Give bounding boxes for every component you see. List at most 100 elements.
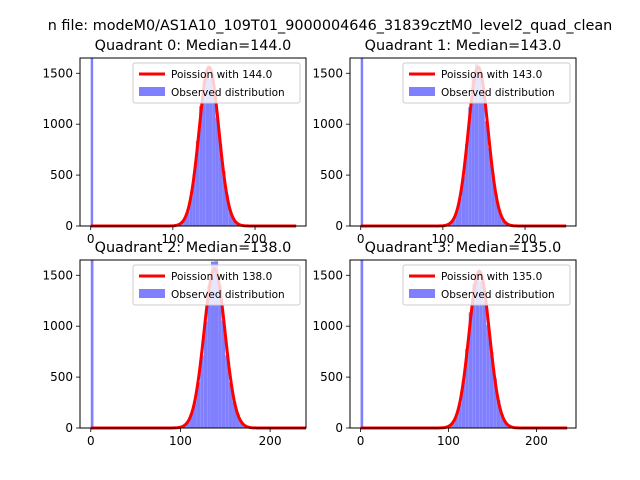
subplot-title: Quadrant 1: Median=143.0 bbox=[365, 38, 562, 54]
histogram-bar bbox=[475, 273, 480, 428]
histogram-bar bbox=[200, 355, 204, 428]
x-tick-label: 200 bbox=[525, 434, 548, 448]
legend-label-observed: Observed distribution bbox=[441, 87, 555, 99]
y-tick-label: 1000 bbox=[42, 319, 73, 333]
legend-label-poisson: Poission with 138.0 bbox=[171, 271, 272, 283]
histogram-bar bbox=[185, 421, 190, 428]
y-tick-label: 0 bbox=[335, 219, 343, 233]
y-tick-label: 1500 bbox=[42, 268, 73, 282]
histogram-bar bbox=[481, 94, 485, 226]
histogram-bar bbox=[239, 421, 244, 428]
histogram-bar bbox=[451, 219, 456, 226]
histogram-bar bbox=[232, 401, 237, 428]
histogram-bar bbox=[461, 176, 466, 226]
histogram-bar bbox=[222, 171, 226, 226]
histogram-bar bbox=[186, 211, 190, 226]
histogram-bar bbox=[458, 198, 462, 226]
legend: Poission with 144.0 Observed distribution bbox=[132, 62, 301, 104]
histogram-bar bbox=[468, 312, 473, 428]
legend-label-observed: Observed distribution bbox=[441, 289, 555, 301]
legend: Poission with 135.0 Observed distribution bbox=[402, 264, 571, 306]
y-tick-label: 0 bbox=[65, 219, 73, 233]
histogram-spike-bar bbox=[360, 58, 364, 226]
histogram-bar bbox=[472, 283, 476, 428]
histogram-bar bbox=[215, 117, 219, 226]
histogram-bar bbox=[236, 414, 240, 428]
x-tick-label: 200 bbox=[244, 232, 267, 246]
histogram-spike-bar bbox=[90, 260, 94, 428]
legend-label-observed: Observed distribution bbox=[171, 289, 285, 301]
histogram-bar bbox=[221, 320, 226, 428]
y-tick-label: 1500 bbox=[312, 66, 343, 80]
histogram-bar bbox=[192, 173, 196, 226]
y-tick-label: 1000 bbox=[42, 117, 73, 131]
legend-label-observed: Observed distribution bbox=[171, 87, 285, 99]
histogram-bar bbox=[494, 194, 498, 226]
histogram-bar bbox=[225, 194, 229, 226]
x-tick-label: 0 bbox=[87, 232, 95, 246]
histogram-bar bbox=[497, 209, 502, 226]
histogram-bar bbox=[209, 78, 213, 226]
subplot-quadrant-0: 0 100 200 0 500 1000 1500 Quadrant 0: Median=14… bbox=[42, 38, 307, 246]
y-tick-label: 1000 bbox=[312, 319, 343, 333]
histogram-bar bbox=[214, 261, 219, 428]
x-tick-label: 100 bbox=[169, 434, 192, 448]
histogram-bar bbox=[193, 401, 197, 428]
y-tick-label: 1500 bbox=[312, 268, 343, 282]
histogram-bar bbox=[232, 219, 236, 226]
histogram-bar bbox=[225, 355, 229, 428]
x-tick-label: 0 bbox=[357, 434, 365, 448]
y-tick-label: 500 bbox=[50, 370, 73, 384]
histogram-bar bbox=[468, 106, 472, 226]
histogram-bar bbox=[465, 348, 469, 428]
x-tick-label: 100 bbox=[437, 434, 460, 448]
histogram-bar bbox=[218, 143, 223, 226]
figure-title: n file: modeM0/AS1A10_109T01_9000004646_… bbox=[48, 18, 613, 34]
y-tick-label: 1500 bbox=[42, 66, 73, 80]
histogram-bar bbox=[203, 321, 208, 428]
histogram-bar bbox=[489, 352, 494, 428]
histogram-bar bbox=[503, 422, 508, 428]
legend-patch-swatch bbox=[139, 87, 165, 96]
x-tick-label: 200 bbox=[514, 232, 537, 246]
axes-frame bbox=[79, 57, 307, 227]
histogram-bar bbox=[228, 382, 233, 428]
subplot-quadrant-2: 0 100 200 0 500 1000 1500 Quadrant 2: Median=13… bbox=[42, 240, 307, 448]
histogram-bar bbox=[501, 218, 505, 226]
histogram-bar bbox=[482, 300, 487, 428]
histogram-bar bbox=[212, 95, 216, 226]
histogram-bar bbox=[493, 378, 497, 428]
legend-patch-swatch bbox=[409, 289, 435, 298]
legend-patch-swatch bbox=[139, 289, 165, 298]
legend-label-poisson: Poission with 143.0 bbox=[441, 69, 542, 81]
histogram-bar bbox=[486, 325, 490, 428]
histogram-bar bbox=[195, 140, 200, 226]
histogram-spike-bar bbox=[90, 58, 94, 226]
histogram-bar bbox=[465, 144, 469, 226]
legend-label-poisson: Poission with 135.0 bbox=[441, 271, 542, 283]
subplot-title: Quadrant 2: Median=138.0 bbox=[95, 240, 292, 256]
subplot-title: Quadrant 3: Median=135.0 bbox=[365, 240, 562, 256]
histogram-bar bbox=[461, 381, 466, 428]
histogram-spike-bar bbox=[360, 260, 364, 428]
histogram-bar bbox=[189, 414, 193, 428]
histogram-bar bbox=[474, 64, 479, 227]
histogram-bar bbox=[202, 80, 206, 226]
histogram-bar bbox=[500, 414, 504, 428]
histogram-bar bbox=[479, 281, 483, 428]
y-tick-label: 500 bbox=[320, 168, 343, 182]
legend: Poission with 138.0 Observed distribution bbox=[132, 264, 301, 306]
y-tick-label: 0 bbox=[65, 421, 73, 435]
histogram-bar bbox=[455, 211, 459, 226]
histogram-bar bbox=[478, 72, 482, 226]
histogram-bar bbox=[189, 197, 193, 226]
y-tick-label: 0 bbox=[335, 421, 343, 435]
x-tick-label: 100 bbox=[161, 232, 184, 246]
histogram-bar bbox=[484, 121, 489, 226]
y-tick-label: 500 bbox=[50, 168, 73, 182]
histogram-bar bbox=[471, 76, 475, 226]
axes-frame bbox=[349, 57, 577, 227]
histogram-bar bbox=[488, 147, 492, 226]
subplot-title: Quadrant 0: Median=144.0 bbox=[95, 38, 292, 54]
